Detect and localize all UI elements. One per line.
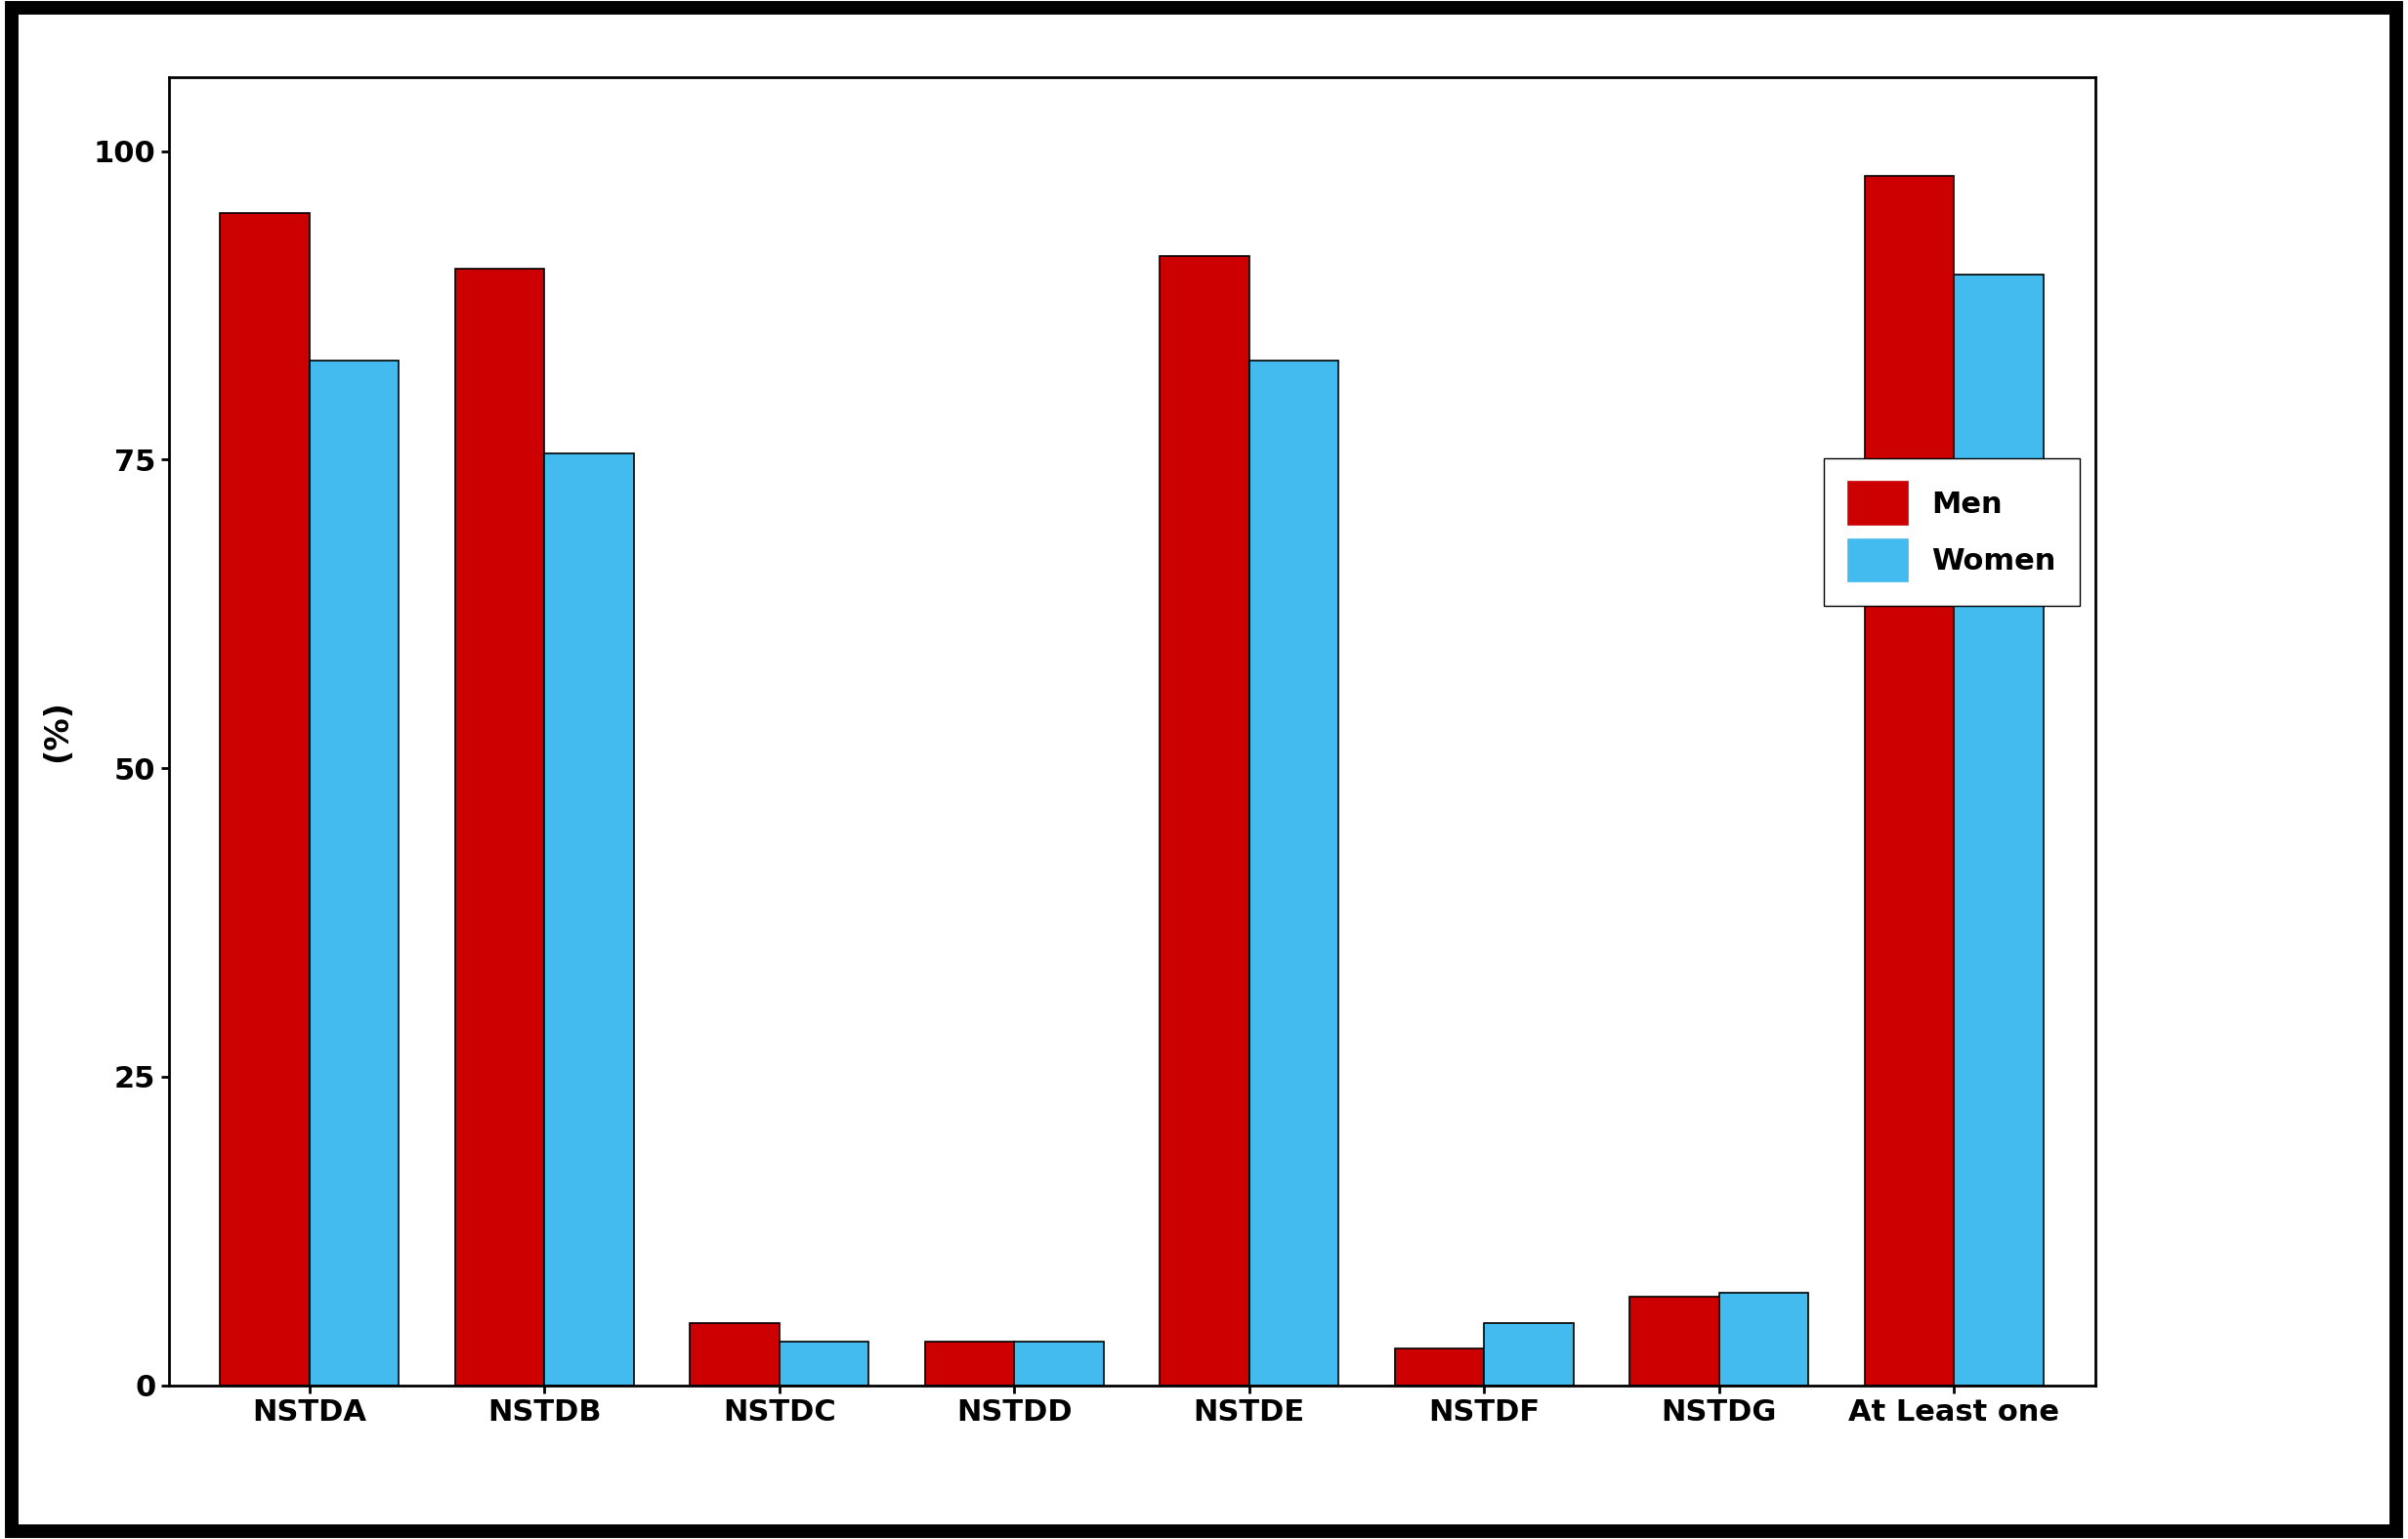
Y-axis label: (%): (%) [41,700,72,762]
Bar [691,1324,780,1385]
Bar [1719,1293,1808,1385]
Bar [455,268,544,1385]
Bar [1250,360,1339,1385]
Bar [1953,274,2044,1385]
Legend: Men, Women: Men, Women [1825,459,2081,605]
Bar [1483,1324,1572,1385]
Bar [925,1342,1014,1385]
Bar [1864,175,1953,1385]
Bar [219,212,311,1385]
Bar [311,360,400,1385]
Bar [1630,1296,1719,1385]
Bar [1394,1348,1483,1385]
Bar [1161,255,1250,1385]
Bar [544,454,633,1385]
Bar [780,1342,869,1385]
Bar [1014,1342,1103,1385]
